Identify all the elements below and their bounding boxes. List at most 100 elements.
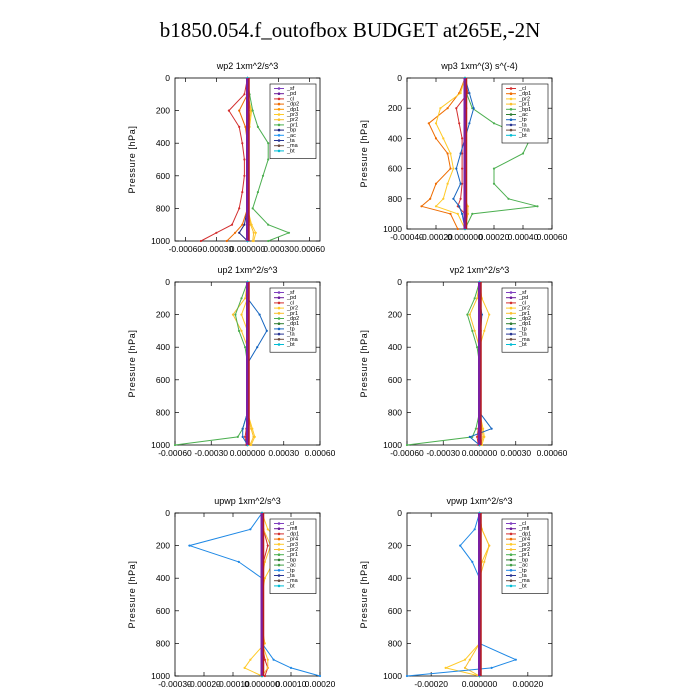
y-tick-label: 600 — [156, 171, 170, 181]
legend-marker — [509, 296, 513, 300]
series-point — [514, 658, 517, 661]
panel-1: wp2 1xm^2/s^3 Pressure [hPa] 0 200 400 600 800… — [127, 61, 325, 254]
y-tick-label: 400 — [156, 573, 170, 583]
series-point — [473, 329, 476, 332]
y-tick-label: 800 — [388, 407, 402, 417]
legend-label: _cl — [286, 96, 294, 102]
y-tick-label: 200 — [388, 103, 402, 113]
series-point — [473, 528, 476, 531]
legend-marker — [277, 327, 281, 331]
legend-label: _cl — [286, 521, 294, 527]
legend-label: _sf — [286, 290, 295, 296]
legend-label: _mfl — [518, 526, 529, 532]
legend-marker — [509, 306, 513, 310]
legend-label: _ta — [518, 573, 528, 579]
series-point — [254, 231, 257, 234]
series-point — [466, 212, 469, 215]
panel-title: upwp 1xm^2/s^3 — [214, 496, 280, 506]
legend-marker — [277, 332, 281, 336]
x-tick-label: -0.00060 — [390, 448, 424, 458]
legend-marker — [277, 144, 281, 147]
x-tick-label: -0.00060 — [158, 448, 192, 458]
legend-marker — [277, 579, 281, 582]
legend-label: _ac — [286, 133, 296, 139]
legend-label: _tp — [286, 326, 295, 332]
series-point — [536, 205, 539, 208]
series-point — [267, 142, 270, 145]
legend-label: _ta — [286, 573, 296, 579]
x-tick-label: 0.000000 — [462, 679, 498, 689]
legend-label: _pr4 — [518, 537, 530, 543]
series-point — [231, 313, 235, 316]
series-point — [420, 205, 423, 208]
legend-marker — [277, 543, 281, 546]
x-tick-label: 0.00020 — [305, 679, 336, 689]
legend-label: _dp1 — [518, 531, 531, 537]
legend-label: _dp2 — [518, 316, 531, 322]
series-point — [238, 109, 241, 112]
legend-label: _bt — [286, 583, 295, 589]
legend-label: _bp — [286, 128, 296, 134]
y-axis-label: Pressure [hPa] — [127, 126, 137, 194]
series-line-pr2 — [435, 77, 466, 230]
y-tick-label: 1000 — [151, 671, 170, 681]
series-line-pr1 — [247, 77, 291, 242]
legend-label: _pd — [286, 91, 296, 97]
y-axis-label: Pressure [hPa] — [127, 561, 137, 629]
legend-label: _ac — [518, 112, 528, 118]
x-tick-label: -0.00030 — [200, 244, 234, 254]
series-point — [251, 207, 254, 210]
x-tick-label: 0.00060 — [537, 448, 568, 458]
series-point — [476, 435, 479, 438]
series-point — [249, 528, 252, 531]
legend-label: _dp1 — [286, 107, 299, 113]
series-point — [243, 93, 246, 96]
legend-marker — [509, 128, 513, 132]
legend-marker — [277, 118, 281, 121]
legend-marker — [509, 553, 513, 556]
x-tick-label: 0.00030 — [500, 448, 531, 458]
legend-label: _ac — [286, 563, 296, 569]
x-tick-label: -0.00020 — [419, 232, 453, 242]
panel-2: wp3 1xm^(3) s^(-4) Pressure [hPa] 0 200 400 6… — [359, 61, 568, 242]
legend-label: _pd — [518, 295, 528, 301]
legend-label: _pr1 — [286, 552, 298, 558]
series-point — [458, 122, 461, 125]
series-point — [263, 658, 266, 661]
series-point — [234, 231, 237, 234]
series-point — [459, 182, 462, 185]
legend-marker — [509, 569, 513, 572]
series-point — [434, 205, 438, 208]
legend-marker — [509, 522, 513, 525]
legend-label: _sf — [286, 86, 295, 92]
y-tick-label: 0 — [165, 277, 170, 287]
x-tick-label: 0.00020 — [512, 679, 543, 689]
series-point — [471, 212, 474, 215]
legend-marker — [509, 543, 513, 546]
series-point — [446, 182, 449, 185]
legend-label: _pd — [286, 295, 296, 301]
legend-label: _bp — [518, 557, 528, 563]
series-point — [256, 346, 259, 349]
legend-label: _ma — [518, 128, 531, 134]
series-point — [449, 152, 452, 155]
legend-label: _bt — [286, 342, 295, 348]
y-tick-label: 200 — [388, 541, 402, 551]
legend-marker — [277, 553, 281, 556]
legend-marker — [509, 574, 513, 577]
legend-box — [501, 287, 549, 353]
y-tick-label: 800 — [156, 407, 170, 417]
series-line-pr2 — [464, 512, 490, 677]
legend-label: _pr2 — [518, 547, 530, 553]
legend-marker — [277, 123, 281, 127]
y-axis-label: Pressure [hPa] — [359, 330, 369, 398]
series-point — [474, 427, 477, 430]
legend-marker — [509, 87, 513, 90]
legend-marker — [277, 532, 281, 536]
legend-label: _sf — [518, 290, 527, 296]
legend-label: _ma — [518, 578, 531, 584]
legend-marker — [509, 301, 513, 305]
x-tick-label: 0.00020 — [479, 232, 510, 242]
series-point — [492, 122, 496, 125]
panel-4: vp2 1xm^2/s^3 Pressure [hPa] 0 200 400 600 800… — [359, 265, 568, 458]
